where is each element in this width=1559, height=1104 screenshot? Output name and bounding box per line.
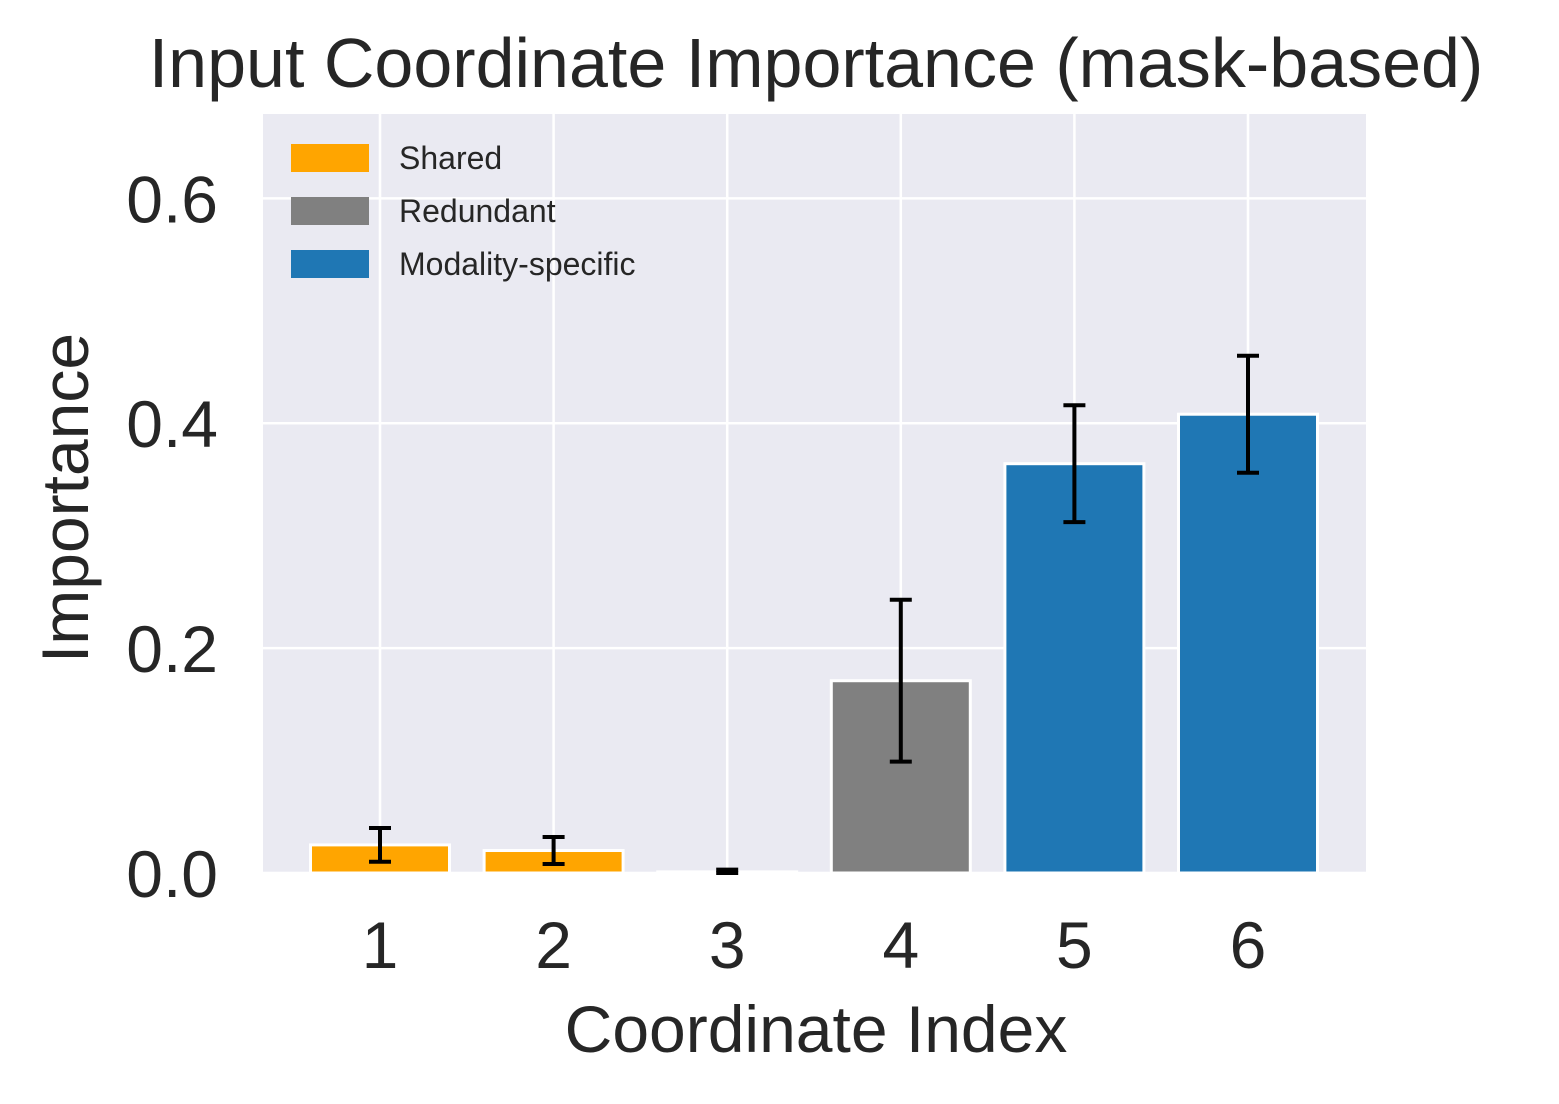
- x-tick-label: 6: [1230, 908, 1267, 982]
- error-bars: [369, 353, 1259, 875]
- x-tick-label: 1: [362, 908, 399, 982]
- y-tick-labels: 0.0 0.2 0.4 0.6: [126, 162, 218, 911]
- legend-label: Redundant: [399, 193, 556, 229]
- bar: [1177, 412, 1319, 875]
- y-tick-label: 0.4: [126, 387, 218, 461]
- legend-swatch: [291, 250, 369, 278]
- x-tick-label: 4: [882, 908, 919, 982]
- bar: [1003, 462, 1146, 875]
- x-tick-labels: 1 2 3 4 5 6: [362, 908, 1267, 982]
- y-tick-label: 0.6: [126, 162, 218, 236]
- x-axis-label: Coordinate Index: [565, 992, 1068, 1066]
- bars: [309, 412, 1319, 875]
- legend-swatch: [291, 197, 369, 225]
- y-tick-label: 0.2: [126, 612, 218, 686]
- legend: Shared Redundant Modality-specific: [291, 140, 636, 282]
- y-tick-label: 0.0: [126, 837, 218, 911]
- legend-swatch: [291, 144, 369, 172]
- x-tick-label: 3: [709, 908, 746, 982]
- y-axis-label: Importance: [28, 333, 102, 663]
- x-tick-label: 2: [535, 908, 572, 982]
- x-tick-label: 5: [1056, 908, 1093, 982]
- chart-title: Input Coordinate Importance (mask-based): [149, 24, 1484, 102]
- legend-label: Shared: [399, 140, 502, 176]
- legend-label: Modality-specific: [399, 246, 636, 282]
